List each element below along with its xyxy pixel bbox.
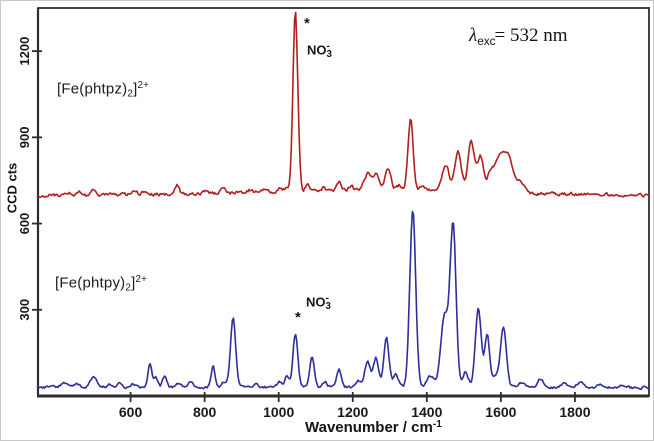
series-label-phtpz: [Fe(phtpz)2]2+ [57,80,149,99]
x-tick-label: 600 [119,404,143,420]
spectrum-trace-fe-phtpy [37,210,650,391]
nitrate-subscript: 3 [325,301,331,313]
plot-frame [37,7,650,397]
series-label-phtpy: [Fe(phtpy)2]2+ [55,274,147,293]
y-tick-label: 300 [17,299,32,321]
lambda-symbol: λ [469,25,478,46]
y-tick-label: 900 [17,126,32,148]
nitrate-star-bottom: * [295,309,301,326]
y-axis-title: CCD cts [4,162,20,214]
x-tick-label: 1800 [559,404,590,420]
nitrate-label-top: NO3- [307,41,332,61]
x-axis-title-exponent: -1 [432,419,442,430]
nitrate-label-bottom: NO3- [306,293,331,313]
nitrate-superscript: - [325,293,329,304]
lambda-value: = 532 nm [494,25,568,46]
formula-pre: [Fe(phtpz) [57,80,128,98]
nitrate-superscript: - [326,41,330,52]
formula-close: ] [131,274,136,292]
formula-charge: 2+ [135,274,148,285]
x-axis-title: Wavenumber / cm-1 [305,419,442,436]
nitrate-star-top: * [304,15,310,32]
spectrum-trace-fe-phtpz [37,11,650,198]
y-tick-label: 600 [17,213,32,235]
x-tick-label: 1200 [337,404,368,420]
nitrate-base: NO [307,42,327,58]
formula-subscript: 2 [125,282,132,294]
x-tick-label: 800 [193,404,217,420]
y-tick-label: 1200 [17,37,32,66]
x-axis-title-text: Wavenumber / cm [305,419,433,437]
formula-close: ] [133,80,138,98]
excitation-wavelength-label: λexc= 532 nm [469,25,568,48]
x-tick-label: 1400 [411,404,442,420]
formula-pre: [Fe(phtpy) [55,274,126,292]
nitrate-base: NO [306,294,326,310]
lambda-subscript: exc [477,35,496,49]
x-tick-label: 1000 [263,404,294,420]
formula-subscript: 2 [127,88,134,100]
formula-charge: 2+ [137,80,150,91]
nitrate-subscript: 3 [326,49,332,61]
x-tick-label: 1600 [485,404,516,420]
